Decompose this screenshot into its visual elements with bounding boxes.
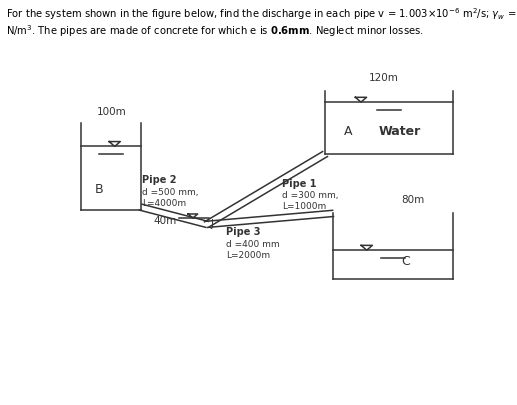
Text: d =300 mm,: d =300 mm, [282, 191, 339, 200]
Text: d =500 mm,: d =500 mm, [142, 188, 198, 197]
Text: B: B [95, 182, 103, 196]
Text: 120m: 120m [369, 73, 399, 83]
Text: Pipe 1: Pipe 1 [282, 178, 316, 188]
Text: d =400 mm: d =400 mm [226, 239, 280, 248]
Text: Pipe 3: Pipe 3 [226, 226, 261, 237]
Text: N/m$^3$. The pipes are made of concrete for which e is $\mathbf{0.6mm}$. Neglect: N/m$^3$. The pipes are made of concrete … [6, 23, 424, 39]
Text: 40m: 40m [154, 215, 177, 225]
Text: C: C [401, 255, 409, 268]
Text: For the system shown in the figure below, find the discharge in each pipe v = 1.: For the system shown in the figure below… [6, 6, 517, 22]
Text: L=4000m: L=4000m [142, 198, 186, 207]
Text: L=2000m: L=2000m [226, 250, 270, 259]
Text: 80m: 80m [401, 194, 424, 205]
Text: J: J [210, 218, 213, 228]
Text: A: A [344, 124, 353, 137]
Text: Pipe 2: Pipe 2 [142, 175, 176, 185]
Text: L=1000m: L=1000m [282, 202, 326, 211]
Text: Water: Water [378, 124, 420, 137]
Text: 100m: 100m [97, 107, 127, 117]
